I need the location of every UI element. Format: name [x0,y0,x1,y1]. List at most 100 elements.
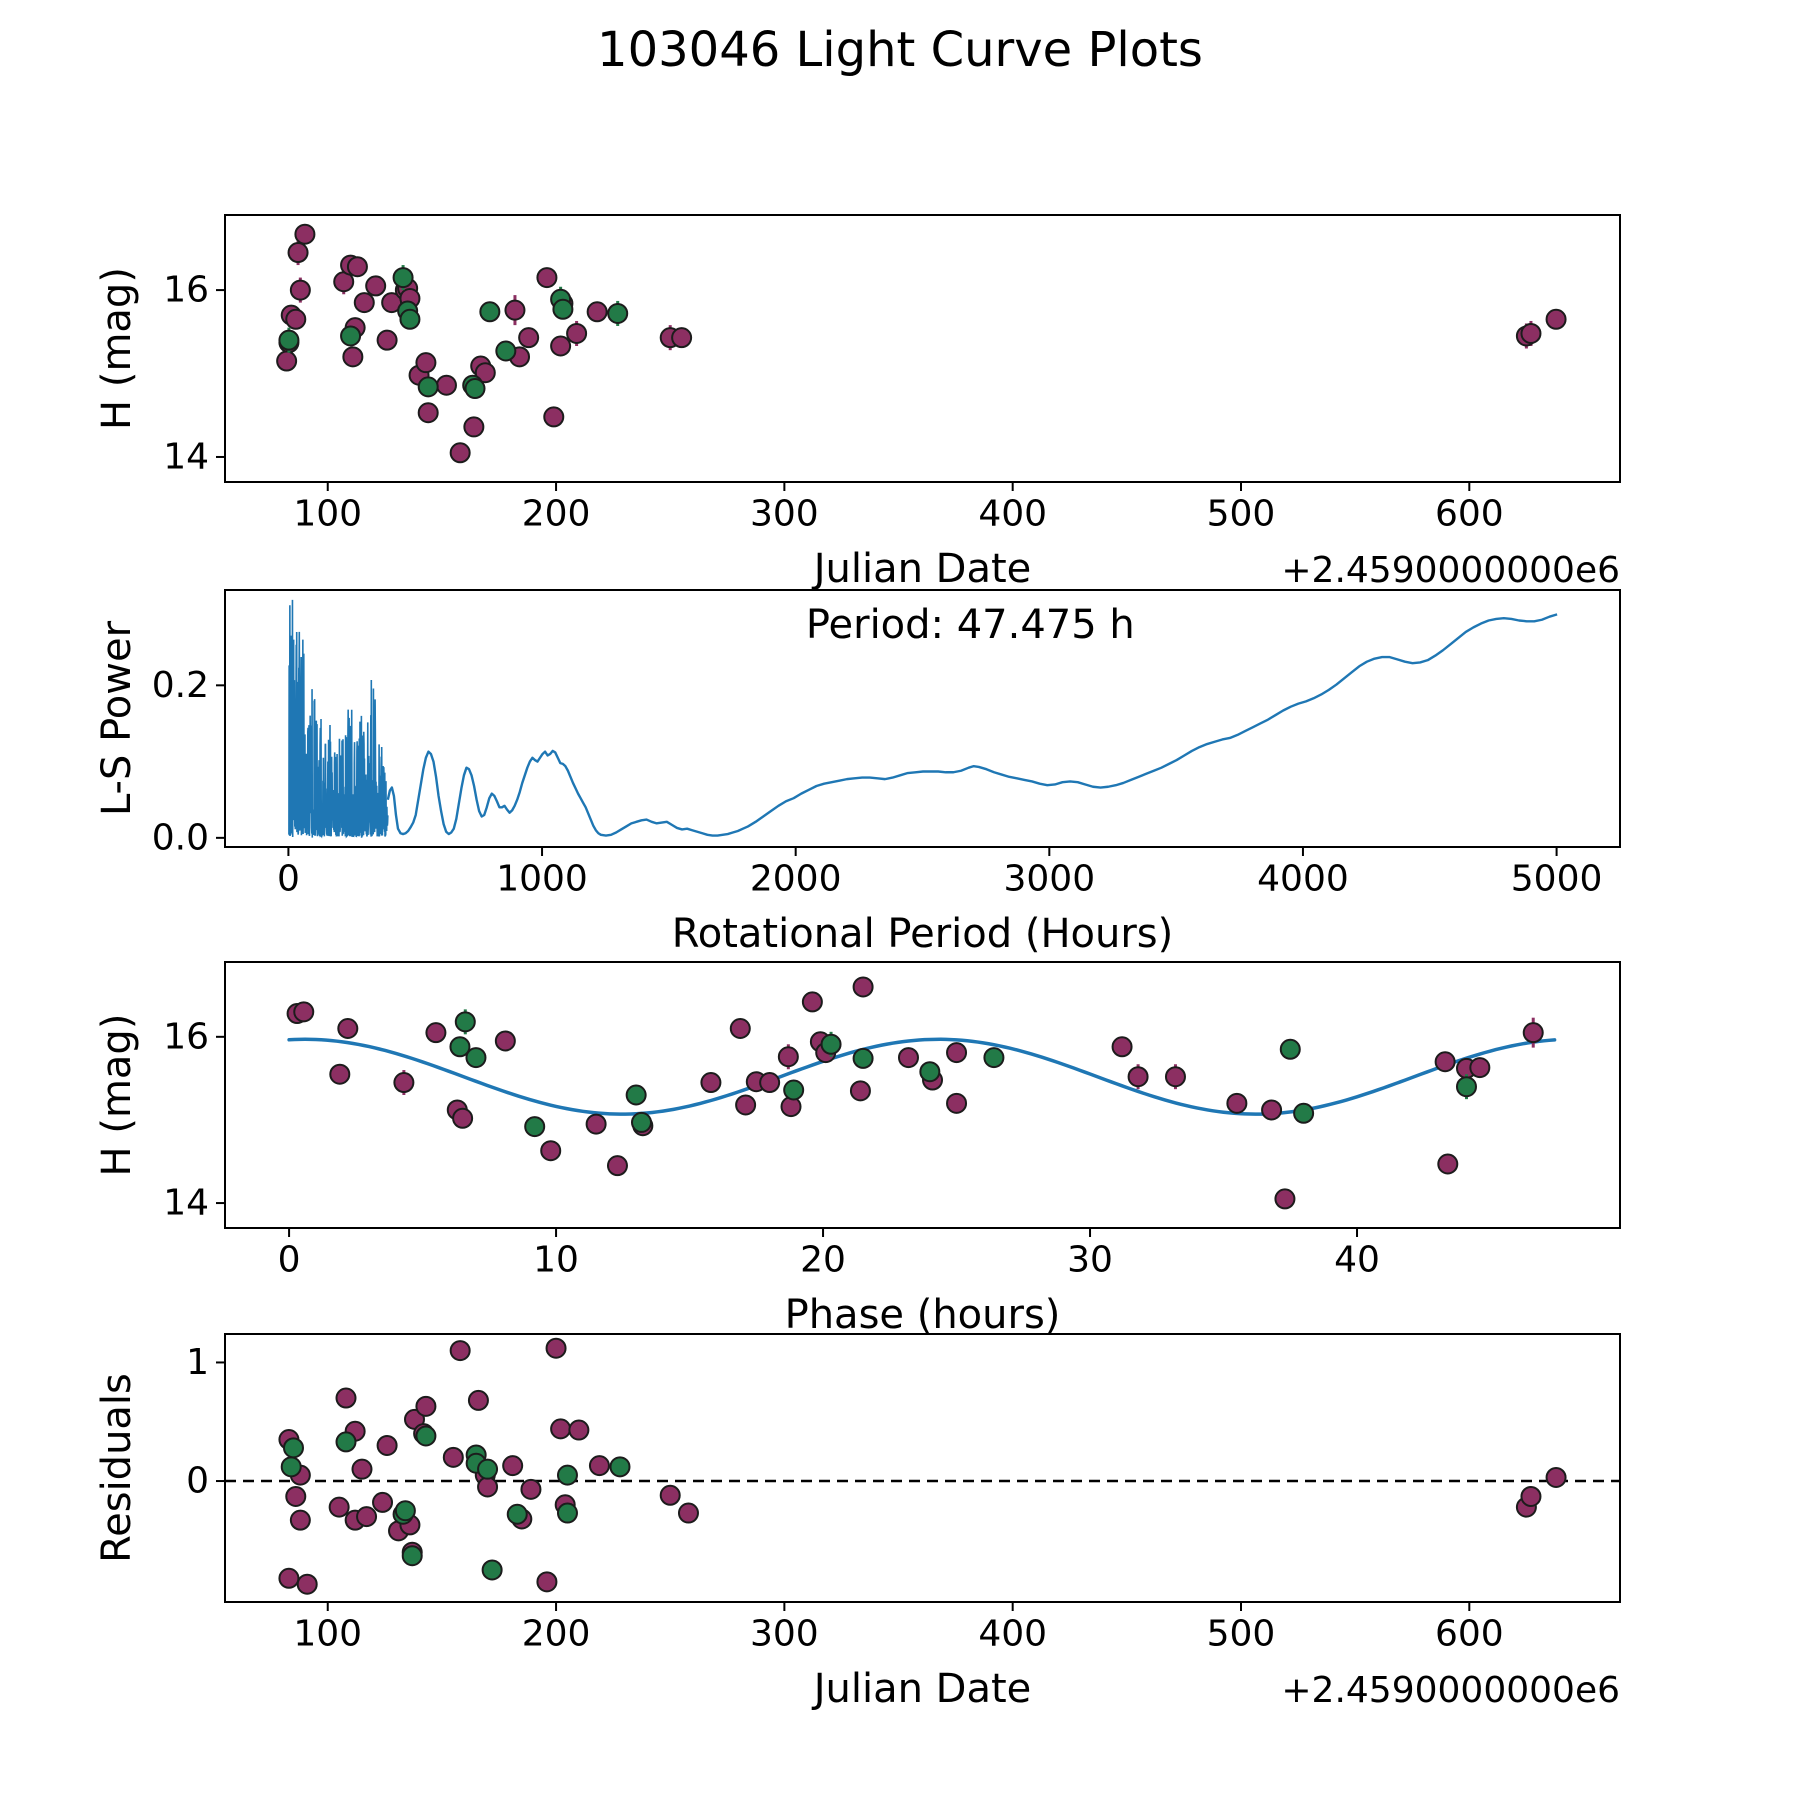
data-point [983,1047,1005,1069]
data-point [393,1072,415,1094]
x-tick-label: 200 [522,1614,591,1655]
y-tick-label: 14 [163,1183,209,1224]
data-point [568,1419,590,1441]
data-point [552,298,574,320]
data-point [588,1455,610,1477]
data-point [467,1389,489,1411]
data-point [820,1033,842,1055]
x-axis-ticks: 0 1000 2000 3000 4000 5000 [277,847,1602,900]
y-tick-label: 0.0 [152,817,209,858]
y-axis-label: L-S Power [94,620,140,816]
data-point [852,976,874,998]
data-point [550,335,572,357]
axes-frame [224,1333,1621,1603]
x-tick-label: 200 [522,494,591,535]
data-point [946,1092,968,1114]
x-tick-label: 600 [1435,494,1504,535]
data-point [946,1042,968,1064]
data-point [502,1455,524,1477]
data-point [337,1018,359,1039]
data-point [1520,1485,1542,1507]
data-point [556,1502,578,1524]
data-point [606,1155,628,1177]
periodogram-line [386,613,1558,837]
data-point [700,1072,722,1094]
axes-frame [224,214,1621,483]
axes-frame [224,589,1621,848]
data-point [449,1036,471,1058]
data-point [356,1506,378,1528]
data-point [353,292,375,314]
y-tick-label: 16 [163,1016,209,1057]
data-point [585,1113,607,1135]
x-axis-label: Phase (hours) [785,1292,1061,1338]
data-point [849,1080,871,1102]
data-point [677,1502,699,1524]
x-tick-label: 500 [1207,494,1276,535]
axes-frame [224,961,1621,1229]
x-tick-label: 0 [277,859,300,900]
data-point [415,352,437,374]
data-point [392,267,414,289]
y-tick-label: 0.2 [152,665,209,706]
y-tick-label: 16 [163,270,209,311]
data-point [278,329,300,351]
data-point [1455,1076,1477,1098]
x-axis-ticks: 100 200 300 400 500 600 [293,1602,1504,1655]
data-point [540,1140,562,1162]
data-point [1545,308,1567,330]
x-tick-label: 1000 [496,859,588,900]
data-point [479,301,501,323]
data-point [759,1072,781,1094]
data-point [1279,1038,1301,1060]
x-tick-label: 400 [978,1614,1047,1655]
data-point [346,256,368,278]
y-axis-ticks: 14 16 [163,270,225,477]
data-point [442,1446,464,1468]
data-point [566,322,588,344]
data-point [504,299,526,321]
x-tick-label: 40 [1334,1240,1380,1281]
x-tick-label: 20 [800,1240,846,1281]
data-point [289,1509,311,1531]
data-point [401,1545,423,1567]
y-axis-ticks: 14 16 [163,1016,225,1224]
data-point [294,223,316,245]
x-tick-label: 5000 [1511,859,1603,900]
data-point [524,1116,546,1138]
data-point [777,1046,799,1068]
data-point [897,1047,919,1069]
data-point [276,350,298,372]
data-point [659,1484,681,1506]
data-point [1261,1099,1283,1121]
data-point [1522,1022,1544,1044]
plot-periodogram: 0 1000 2000 3000 4000 5000 0.0 0.2 Rotational Pe… [94,589,1621,957]
data-point [1111,1036,1133,1058]
data-point [495,340,517,362]
periodogram-noise-line [288,599,389,839]
data-point [342,346,364,368]
data-point [285,308,307,330]
data-point [335,1431,357,1453]
data-point [1434,1051,1456,1073]
x-tick-label: 300 [750,1614,819,1655]
data-point [282,1437,304,1459]
y-tick-label: 14 [163,436,209,477]
data-point [340,325,362,347]
data-point [417,402,439,424]
data-point [376,329,398,351]
data-point [1226,1092,1248,1114]
data-point [852,1047,874,1069]
data-point [607,302,629,324]
data-point [477,1476,499,1498]
data-point [1127,1066,1149,1088]
data-point [556,1464,578,1486]
y-tick-label: 1 [186,1342,209,1383]
x-tick-label: 3000 [1004,859,1096,900]
data-point [586,301,608,323]
data-point [1164,1066,1186,1088]
x-tick-label: 500 [1207,1614,1276,1655]
data-point [335,1387,357,1409]
